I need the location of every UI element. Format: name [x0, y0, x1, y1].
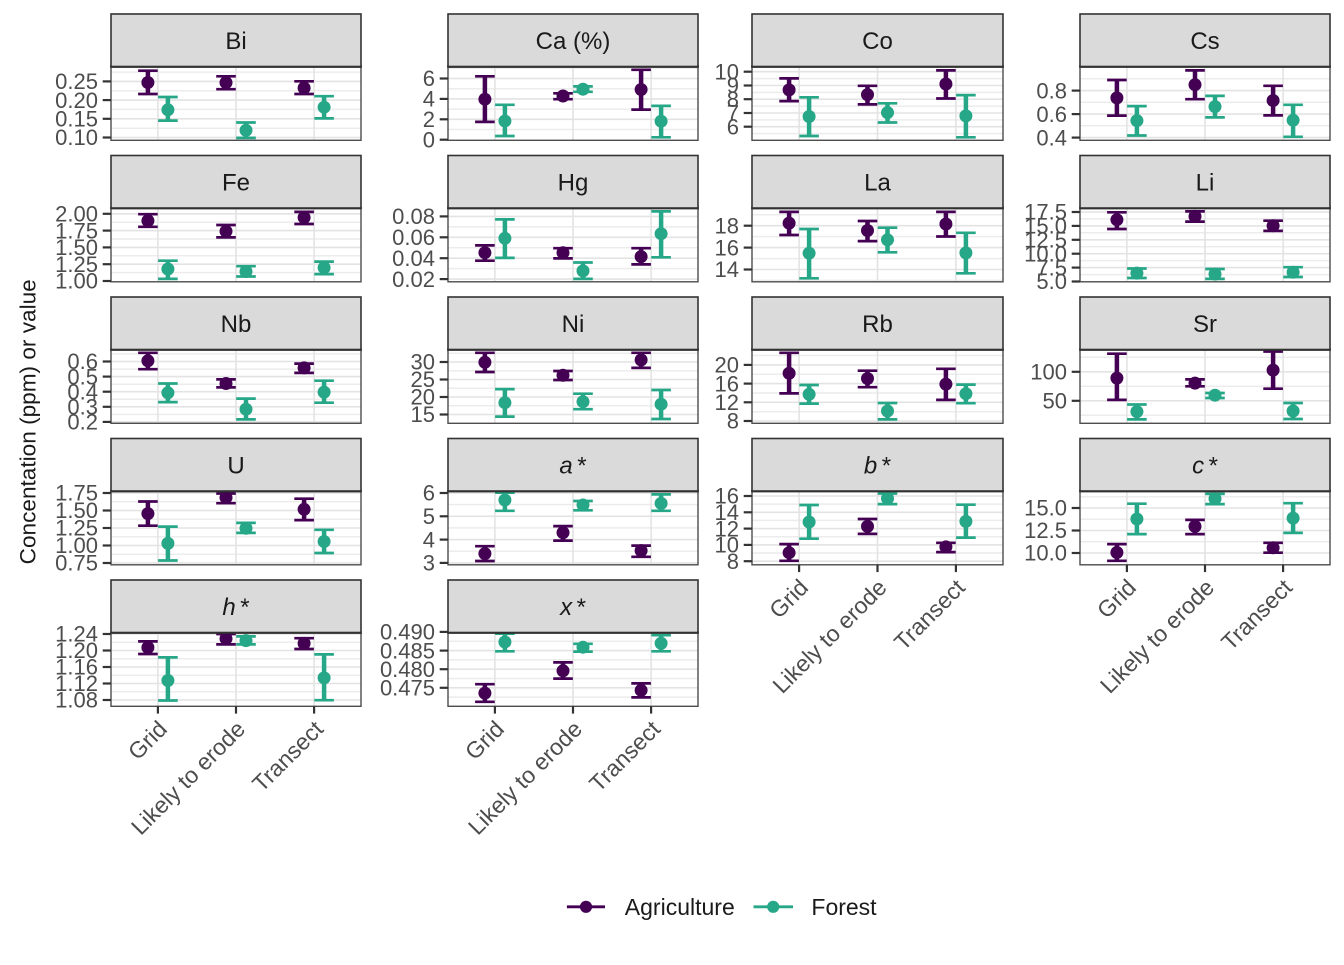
svg-text:17.5: 17.5 [1024, 200, 1067, 225]
svg-text:20: 20 [411, 385, 435, 410]
svg-text:0.8: 0.8 [1036, 78, 1067, 103]
svg-text:Cs: Cs [1190, 28, 1219, 55]
svg-text:Sr: Sr [1193, 311, 1217, 338]
svg-text:U: U [227, 452, 244, 479]
svg-text:14: 14 [715, 500, 739, 525]
svg-text:1.20: 1.20 [55, 638, 98, 663]
svg-text:12.5: 12.5 [1024, 518, 1067, 543]
svg-text:Ni: Ni [562, 311, 585, 338]
svg-text:20: 20 [715, 353, 739, 378]
svg-text:10.0: 10.0 [1024, 541, 1067, 566]
svg-text:0.5: 0.5 [67, 364, 98, 389]
svg-text:Agriculture: Agriculture [625, 894, 735, 920]
svg-text:8: 8 [727, 87, 739, 112]
svg-text:15.0: 15.0 [1024, 214, 1067, 239]
svg-text:6: 6 [423, 481, 435, 506]
svg-text:Hg: Hg [558, 169, 589, 196]
svg-text:4: 4 [423, 87, 435, 112]
svg-text:0.02: 0.02 [392, 267, 435, 292]
svg-text:Forest: Forest [811, 894, 877, 920]
svg-text:5.0: 5.0 [1036, 269, 1067, 294]
svg-text:1.75: 1.75 [55, 218, 98, 243]
svg-text:0.4: 0.4 [1036, 125, 1067, 150]
svg-text:10: 10 [715, 59, 739, 84]
svg-text:2: 2 [423, 107, 435, 132]
svg-text:Fe: Fe [222, 169, 250, 196]
svg-text:1.16: 1.16 [55, 655, 98, 680]
svg-text:h*: h * [222, 594, 249, 621]
svg-text:30: 30 [411, 350, 435, 375]
svg-text:0.6: 0.6 [1036, 102, 1067, 127]
svg-text:7: 7 [727, 101, 739, 126]
svg-text:Bi: Bi [225, 28, 246, 55]
svg-text:0.490: 0.490 [380, 620, 435, 645]
svg-text:c*: c * [1192, 452, 1218, 479]
svg-text:0.06: 0.06 [392, 225, 435, 250]
svg-text:0.10: 0.10 [55, 125, 98, 150]
svg-text:x*: x * [559, 594, 586, 621]
svg-text:10.0: 10.0 [1024, 241, 1067, 266]
svg-text:0.4: 0.4 [67, 379, 98, 404]
svg-text:12: 12 [715, 390, 739, 415]
svg-text:0.20: 0.20 [55, 88, 98, 113]
svg-text:50: 50 [1043, 389, 1067, 414]
svg-text:b*: b * [864, 452, 891, 479]
svg-text:0.475: 0.475 [380, 676, 435, 701]
svg-text:12.5: 12.5 [1024, 228, 1067, 253]
svg-text:0.15: 0.15 [55, 107, 98, 132]
svg-text:1.08: 1.08 [55, 688, 98, 713]
svg-text:18: 18 [715, 213, 739, 238]
svg-text:0.04: 0.04 [392, 246, 435, 271]
svg-text:1.25: 1.25 [55, 516, 98, 541]
svg-text:Ca (%): Ca (%) [536, 28, 611, 55]
svg-text:1.75: 1.75 [55, 481, 98, 506]
svg-text:14: 14 [715, 257, 739, 282]
svg-text:0.6: 0.6 [67, 349, 98, 374]
svg-text:12: 12 [715, 516, 739, 541]
svg-text:1.24: 1.24 [55, 622, 98, 647]
svg-text:6: 6 [727, 114, 739, 139]
svg-text:7.5: 7.5 [1036, 255, 1067, 280]
svg-text:1.00: 1.00 [55, 269, 98, 294]
svg-text:Li: Li [1196, 169, 1215, 196]
svg-text:3: 3 [423, 551, 435, 576]
svg-text:1.25: 1.25 [55, 252, 98, 277]
svg-text:16: 16 [715, 235, 739, 260]
svg-text:0.480: 0.480 [380, 657, 435, 682]
svg-text:8: 8 [727, 549, 739, 574]
svg-text:Co: Co [862, 28, 893, 55]
svg-text:15: 15 [411, 402, 435, 427]
svg-text:0.2: 0.2 [67, 410, 98, 435]
svg-text:0.08: 0.08 [392, 204, 435, 229]
svg-text:Nb: Nb [221, 311, 252, 338]
svg-text:100: 100 [1030, 360, 1067, 385]
svg-text:1.50: 1.50 [55, 498, 98, 523]
svg-text:0.3: 0.3 [67, 395, 98, 420]
svg-text:0.485: 0.485 [380, 638, 435, 663]
svg-text:9: 9 [727, 73, 739, 98]
svg-text:La: La [864, 169, 891, 196]
svg-text:0.25: 0.25 [55, 69, 98, 94]
svg-text:15.0: 15.0 [1024, 496, 1067, 521]
svg-text:0: 0 [423, 127, 435, 152]
svg-text:Concentation (ppm) or value: Concentation (ppm) or value [16, 279, 41, 564]
svg-text:0.75: 0.75 [55, 551, 98, 576]
svg-text:4: 4 [423, 527, 435, 552]
svg-text:1.00: 1.00 [55, 533, 98, 558]
svg-text:Rb: Rb [862, 311, 893, 338]
svg-text:25: 25 [411, 367, 435, 392]
svg-text:5: 5 [423, 504, 435, 529]
svg-text:16: 16 [715, 371, 739, 396]
svg-text:8: 8 [727, 409, 739, 434]
svg-text:1.12: 1.12 [55, 671, 98, 696]
svg-text:16: 16 [715, 484, 739, 509]
svg-text:a*: a * [559, 452, 586, 479]
svg-text:1.50: 1.50 [55, 235, 98, 260]
svg-text:10: 10 [715, 533, 739, 558]
svg-text:6: 6 [423, 66, 435, 91]
svg-text:2.00: 2.00 [55, 202, 98, 227]
